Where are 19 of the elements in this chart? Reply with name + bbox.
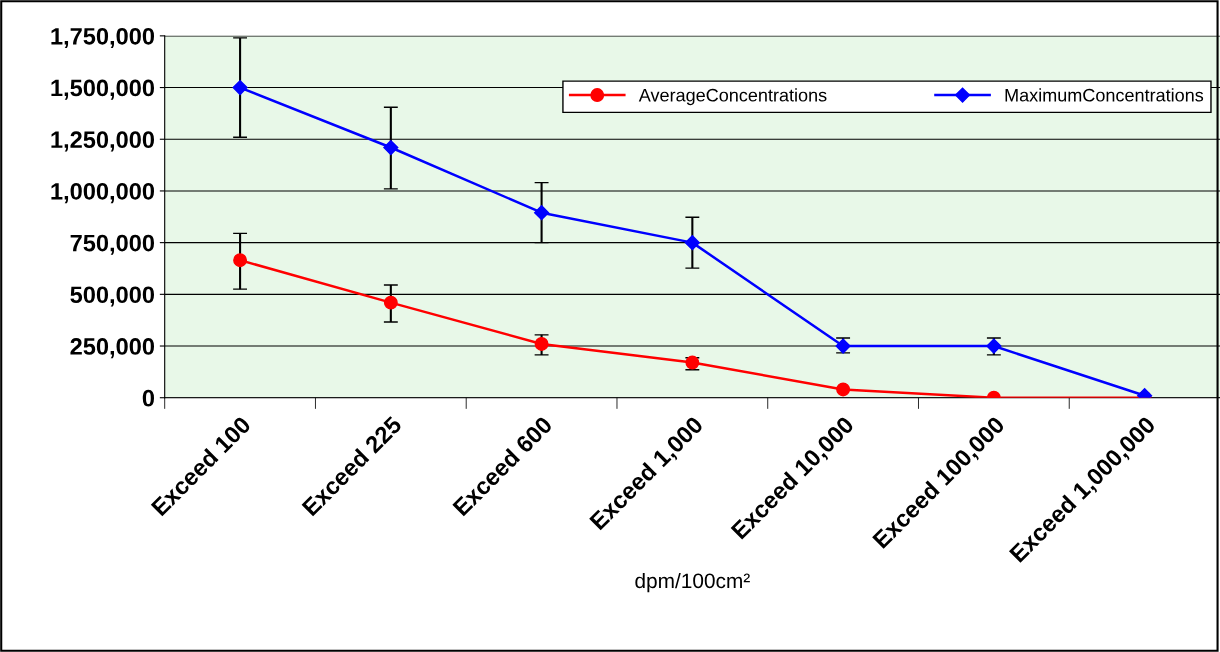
x-axis-title: dpm/100cm² [635,572,750,593]
point [534,205,550,221]
point [233,253,248,268]
legend-label: AverageConcentrations [638,88,827,106]
y-tick-label: 1,000,000 [51,183,155,204]
point [232,79,248,96]
y-tick-label: 750,000 [70,234,155,255]
y-tick-label: 1,500,000 [51,79,155,100]
y-tick-label: 1,750,000 [51,27,155,49]
legend-label: MaximumConcentrations [1005,88,1204,102]
point [383,139,399,156]
y-tick-label: 500,000 [70,286,155,307]
y-tick-label: 1,250,000 [51,131,155,152]
y-tick-label: 0 [142,389,155,407]
point [684,235,700,251]
y-tick-label: 250,000 [70,338,155,359]
point [383,295,398,310]
point [534,337,549,351]
point [836,382,851,397]
